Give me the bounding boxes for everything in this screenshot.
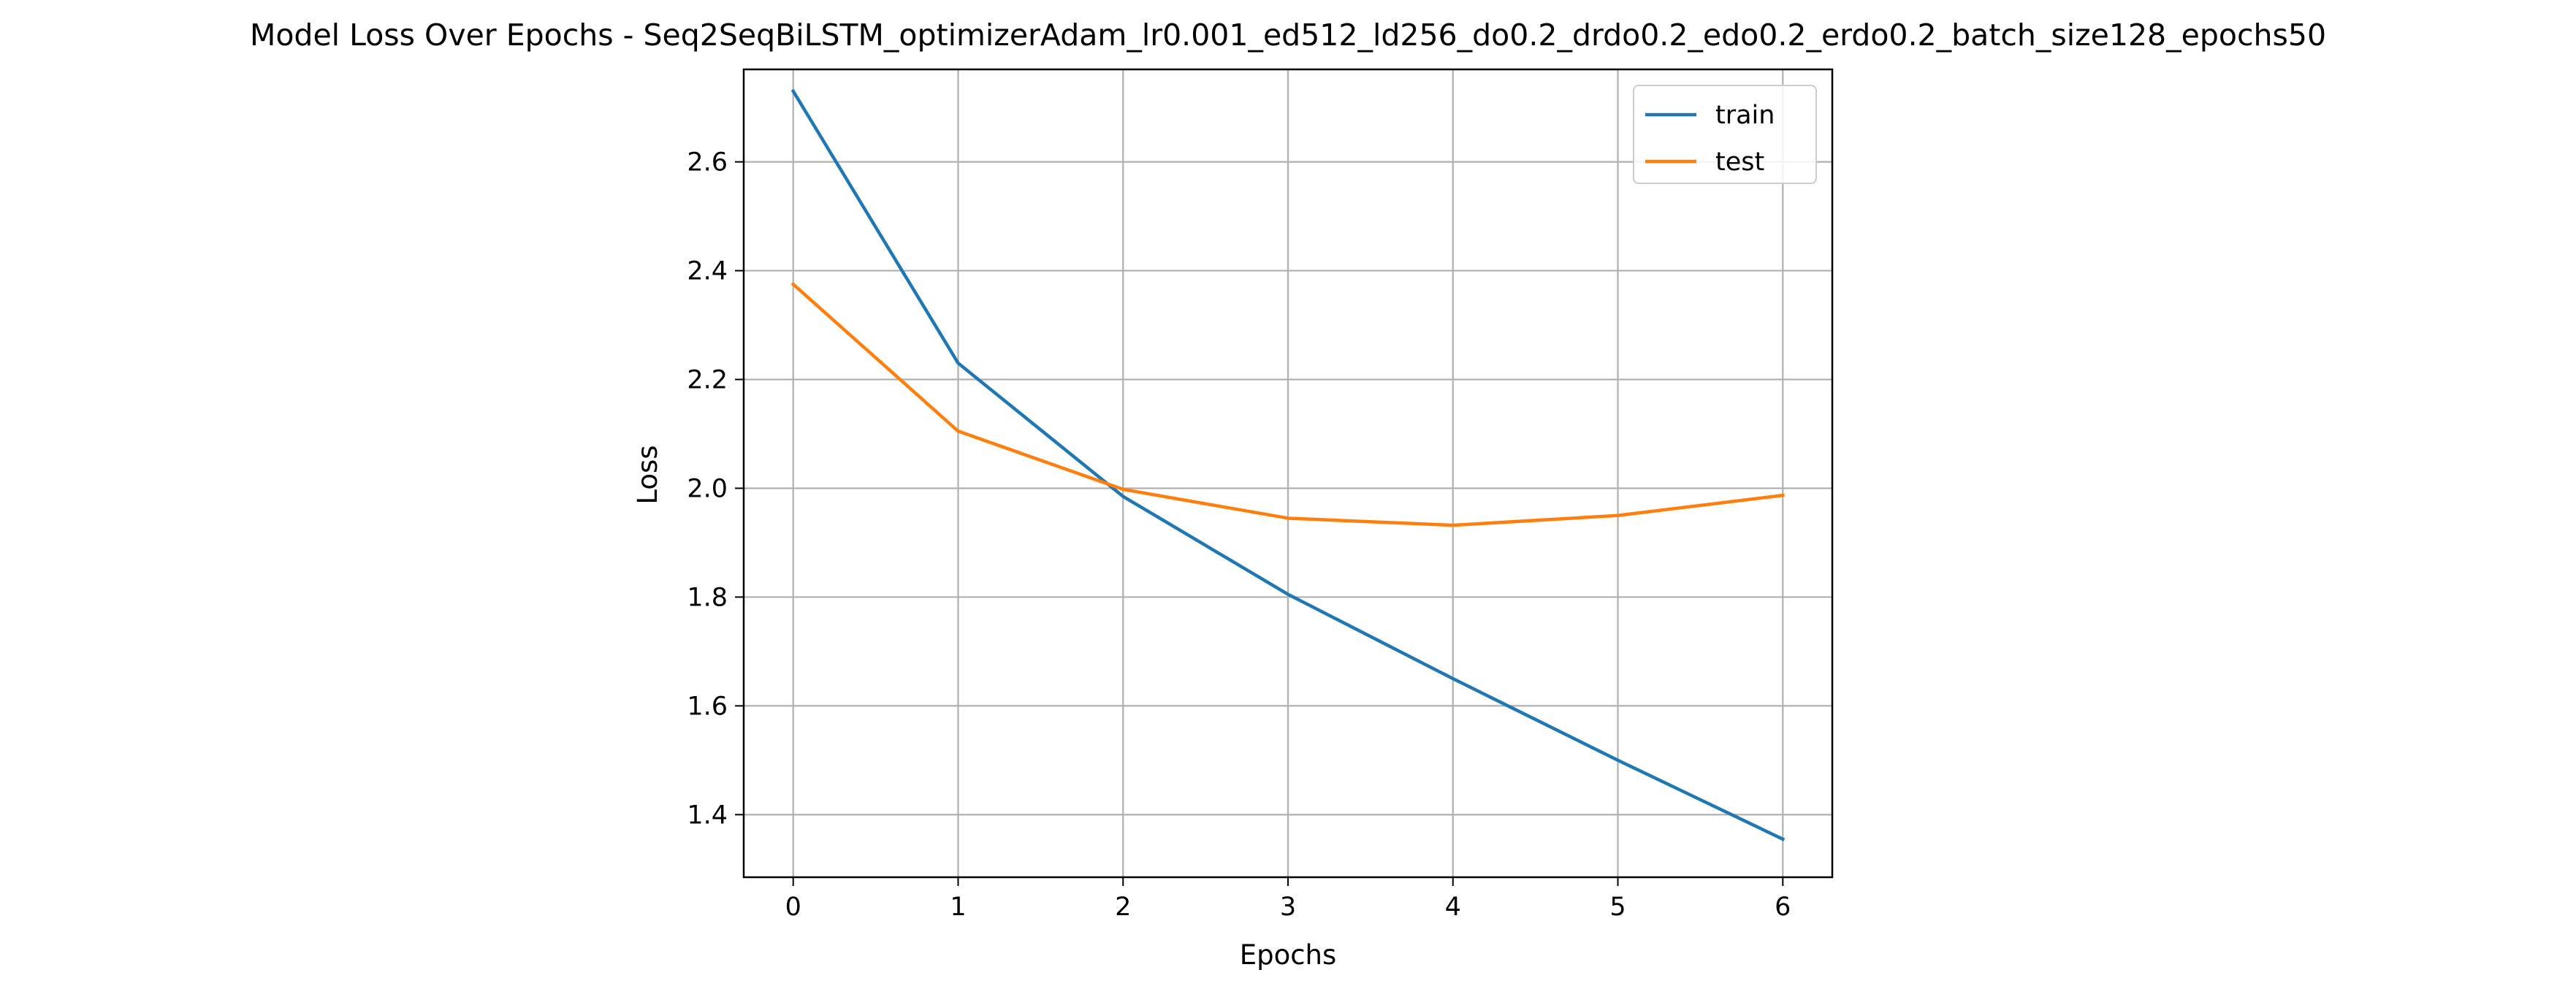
grid — [744, 69, 1832, 877]
x-tick-label: 0 — [785, 893, 801, 922]
x-tick-label: 5 — [1609, 893, 1626, 922]
legend-box — [1633, 85, 1817, 184]
y-tick-label: 1.6 — [687, 692, 728, 721]
legend-label-train: train — [1715, 101, 1775, 130]
y-axis-label: Loss — [632, 445, 663, 504]
x-tick-label: 1 — [950, 893, 966, 922]
y-tick-label: 2.4 — [687, 257, 728, 286]
x-tick-label: 3 — [1280, 893, 1296, 922]
series-line-test — [790, 282, 1785, 527]
legend: train test — [1633, 85, 1817, 184]
legend-label-test: test — [1715, 148, 1764, 177]
y-tick-label: 2.6 — [687, 148, 728, 177]
chart-title: Model Loss Over Epochs - Seq2SeqBiLSTM_o… — [250, 18, 2326, 53]
x-tick-label: 4 — [1445, 893, 1461, 922]
y-tick-label: 1.8 — [687, 583, 728, 612]
x-tick-label: 6 — [1775, 893, 1791, 922]
axis-ticks: 0 1 2 3 4 5 6 1.4 1.6 1.8 2.0 2.2 2.4 2.6 — [687, 148, 1791, 922]
x-tick-label: 2 — [1115, 893, 1131, 922]
series-line-train — [790, 88, 1786, 841]
y-tick-label: 1.4 — [687, 801, 728, 830]
y-tick-label: 2.0 — [687, 474, 728, 503]
series-lines — [790, 88, 1786, 841]
x-axis-label: Epochs — [1240, 939, 1337, 971]
y-tick-label: 2.2 — [687, 366, 728, 395]
